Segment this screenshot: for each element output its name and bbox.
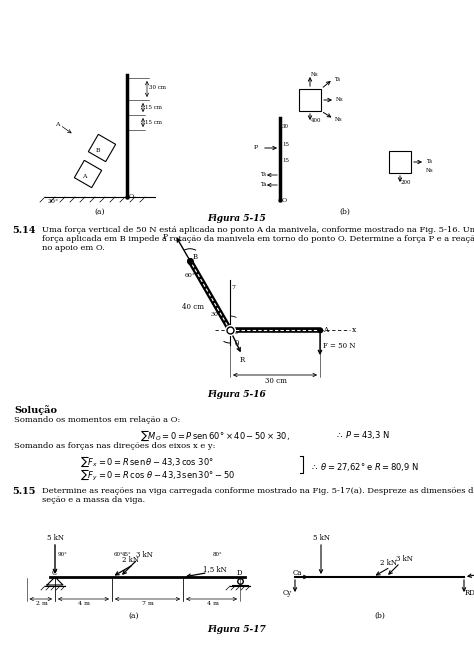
Text: 3 kN: 3 kN [136, 551, 153, 559]
Text: P: P [254, 145, 258, 150]
Text: A: A [55, 122, 60, 127]
Text: 60°: 60° [114, 552, 124, 557]
Text: $\sum F_x = 0 = R\,\mathrm{sen}\,\theta - 43{,}3\,\cos\,30°$: $\sum F_x = 0 = R\,\mathrm{sen}\,\theta … [80, 455, 214, 469]
Text: x: x [352, 326, 356, 334]
Text: Figura 5-17: Figura 5-17 [208, 625, 266, 634]
Text: Ts: Ts [334, 77, 340, 82]
Bar [299, 89, 321, 111]
Text: 5.15: 5.15 [12, 487, 36, 496]
Text: Solução: Solução [14, 405, 57, 415]
Bar [389, 151, 411, 173]
Text: θ: θ [235, 340, 239, 348]
Text: Somando as forças nas direções dos eixos x e y:: Somando as forças nas direções dos eixos… [14, 442, 216, 450]
Text: A: A [323, 326, 328, 334]
Text: 3 kN: 3 kN [396, 555, 413, 563]
Text: O: O [282, 198, 287, 203]
Text: $\therefore\; \theta = 27{,}62°\;\mathrm{e}\; R = 80{,}9\;\mathrm{N}$: $\therefore\; \theta = 27{,}62°\;\mathrm… [310, 461, 419, 473]
Text: Uma força vertical de 50 N está aplicada no ponto A da manivela, conforme mostra: Uma força vertical de 50 N está aplicada… [42, 226, 474, 234]
Text: 5 kN: 5 kN [47, 534, 64, 542]
Text: 80°: 80° [213, 552, 222, 557]
Text: 30: 30 [282, 124, 289, 129]
Text: 2 kN: 2 kN [121, 557, 138, 565]
Text: Ns: Ns [426, 168, 434, 173]
Text: Ns: Ns [311, 72, 319, 77]
Text: 400: 400 [311, 118, 321, 123]
Text: Figura 5-16: Figura 5-16 [208, 390, 266, 399]
Text: seção e a massa da viga.: seção e a massa da viga. [42, 496, 145, 504]
Text: O: O [233, 328, 239, 336]
Text: 4 m: 4 m [79, 601, 91, 606]
Text: F = 50 N: F = 50 N [323, 342, 356, 350]
Text: Figura 5-15: Figura 5-15 [208, 214, 266, 223]
Text: 2 m: 2 m [36, 601, 47, 606]
Text: 5 kN: 5 kN [313, 534, 330, 542]
Text: Ta: Ta [260, 182, 266, 187]
Text: 2 kN: 2 kN [380, 559, 397, 567]
Text: 90°: 90° [58, 552, 68, 557]
Text: $\therefore\; P = 43{,}3\;\mathrm{N}$: $\therefore\; P = 43{,}3\;\mathrm{N}$ [335, 429, 390, 441]
Text: Ts: Ts [260, 172, 266, 177]
Text: 15: 15 [282, 158, 289, 163]
Text: 30 cm: 30 cm [265, 377, 287, 385]
Text: 30°: 30° [47, 199, 58, 204]
Text: 15: 15 [282, 142, 289, 147]
Text: 7 m: 7 m [143, 601, 154, 606]
Text: $\sum M_O = 0 = P\,\mathrm{sen}\,60° \times 40 - 50 \times 30,$: $\sum M_O = 0 = P\,\mathrm{sen}\,60° \ti… [140, 429, 290, 443]
Text: 30 cm: 30 cm [149, 85, 166, 90]
Text: 4 m: 4 m [207, 601, 219, 606]
Text: Somando os momentos em relação a O:: Somando os momentos em relação a O: [14, 416, 181, 424]
Text: (b): (b) [339, 208, 350, 216]
Text: 200: 200 [401, 180, 411, 185]
Text: (a): (a) [128, 612, 138, 620]
Text: (b): (b) [374, 612, 385, 620]
Text: força aplicada em B impede a rotação da manivela em torno do ponto O. Determine : força aplicada em B impede a rotação da … [42, 235, 474, 243]
Text: B: B [193, 253, 198, 261]
Text: O: O [129, 194, 134, 199]
Text: 40 cm: 40 cm [182, 304, 204, 312]
Text: Ts: Ts [426, 159, 432, 164]
Text: (a): (a) [95, 208, 105, 216]
Text: P: P [163, 232, 168, 241]
Text: A: A [82, 174, 86, 178]
Text: 60°: 60° [185, 273, 196, 278]
Text: 15 cm: 15 cm [145, 105, 162, 110]
Text: Determine as reações na viga carregada conforme mostrado na Fig. 5-17(a). Despre: Determine as reações na viga carregada c… [42, 487, 474, 495]
Text: Ns: Ns [336, 97, 344, 102]
Text: 15 cm: 15 cm [145, 120, 162, 125]
Text: $\sum F_y = 0 = R\,\cos\,\theta - 43{,}3\,\mathrm{sen}\,30° - 50$: $\sum F_y = 0 = R\,\cos\,\theta - 43{,}3… [80, 467, 235, 482]
Text: RD: RD [465, 589, 474, 597]
Text: D: D [237, 569, 243, 577]
Text: Ns: Ns [335, 117, 343, 122]
Text: C: C [52, 569, 57, 577]
Text: R: R [240, 356, 245, 364]
Text: no apoio em O.: no apoio em O. [42, 244, 105, 252]
Text: 5.14: 5.14 [12, 226, 36, 235]
Text: 45°: 45° [122, 552, 132, 557]
Text: 1,5 kN: 1,5 kN [203, 565, 227, 573]
Text: B: B [96, 147, 100, 153]
Text: 7: 7 [232, 285, 236, 290]
Text: Ca: Ca [293, 569, 302, 577]
Text: 30°: 30° [210, 312, 221, 317]
Text: Cy: Cy [283, 589, 292, 597]
